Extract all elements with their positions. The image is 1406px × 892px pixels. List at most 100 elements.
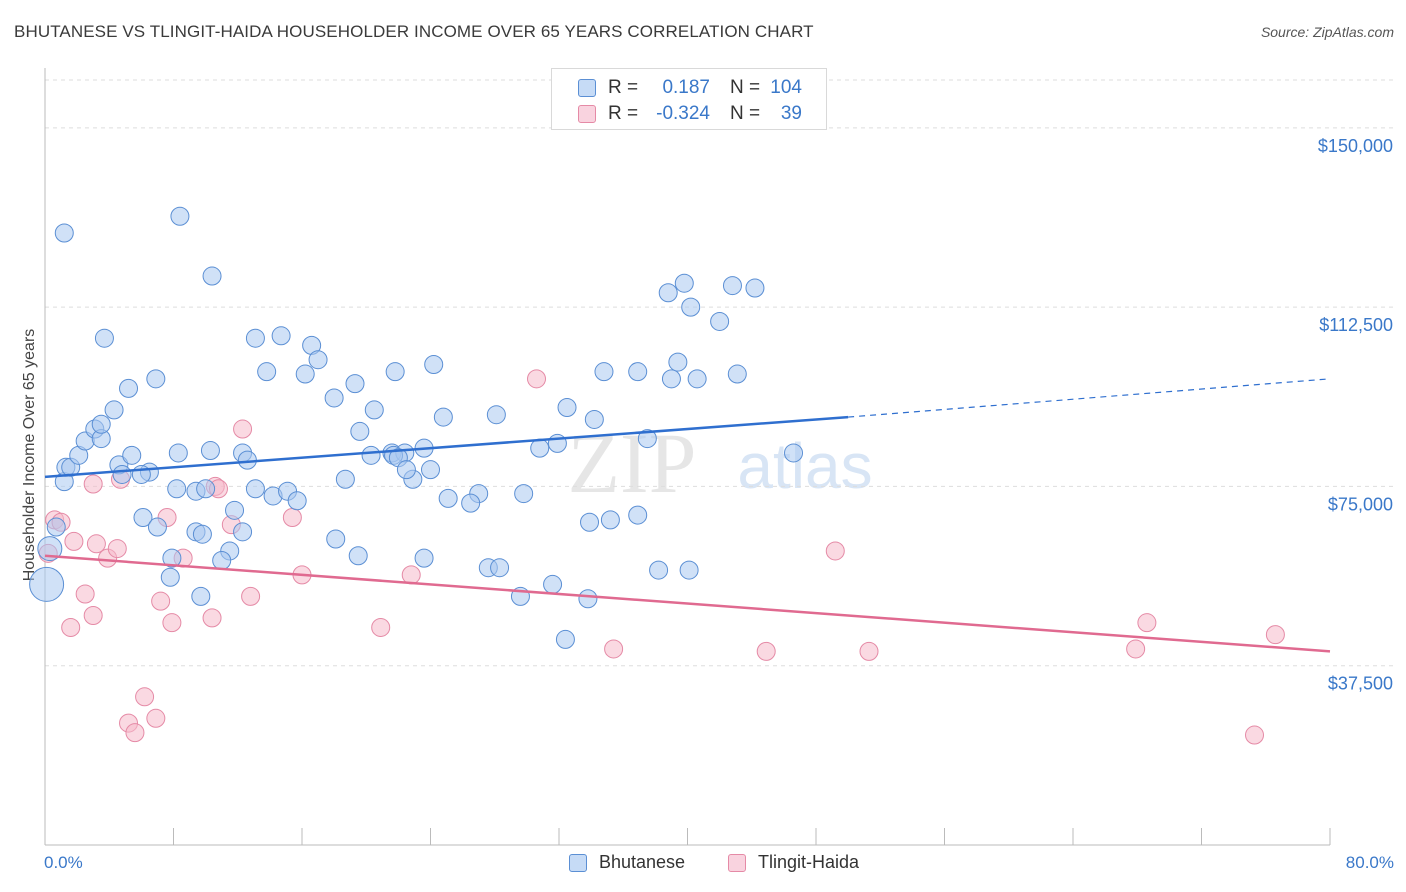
legend-swatch-tlingit-haida (728, 854, 746, 872)
bhutanese-point (580, 512, 600, 532)
bhutanese-point (514, 484, 534, 504)
bhutanese-point (94, 328, 114, 348)
bhutanese-point (727, 364, 747, 384)
bhutanese-point (212, 551, 232, 571)
bhutanese-point (530, 438, 550, 458)
bhutanese-point (637, 429, 657, 449)
bhutanese-point (46, 517, 66, 537)
tlingit-haida-point (86, 534, 106, 554)
tlingit-haida-point (107, 539, 127, 559)
tlingit-haida-point (162, 613, 182, 633)
legend-swatch-blue (578, 79, 596, 97)
bhutanese-point (661, 369, 681, 389)
bhutanese-point (160, 567, 180, 587)
x-tick-label-min: 0.0% (44, 853, 83, 872)
source-label: Source: ZipAtlas.com (1260, 24, 1394, 40)
bhutanese-point (287, 491, 307, 511)
bhutanese-point (37, 536, 63, 562)
tlingit-haida-point (64, 531, 84, 551)
y-tick-label: $112,500 (1319, 315, 1393, 335)
tlingit-haida-point (371, 617, 391, 637)
bhutanese-point (191, 586, 211, 606)
tlingit-haida-trend-line (44, 554, 1331, 653)
bhutanese-trend-line (44, 415, 849, 479)
tlingit-haida-point (151, 591, 171, 611)
bhutanese-point (628, 505, 648, 525)
bhutanese-point (112, 464, 132, 484)
bhutanese-point (91, 414, 111, 434)
bhutanese-point (119, 378, 139, 398)
bhutanese-point (628, 362, 648, 382)
legend-swatch-bhutanese (569, 854, 587, 872)
tlingit-haida-point (125, 723, 145, 743)
bhutanese-point (385, 362, 405, 382)
legend-item-tlingit-haida[interactable]: Tlingit-Haida (758, 852, 860, 872)
legend-r-label: R = (608, 103, 639, 124)
tlingit-haida-point (401, 565, 421, 585)
legend-n-label: N = (730, 77, 761, 98)
bhutanese-point (350, 421, 370, 441)
watermark-atlas: atlas (737, 430, 872, 502)
bhutanese-point (557, 398, 577, 418)
bhutanese-point (245, 479, 265, 499)
bhutanese-points (29, 206, 804, 649)
bhutanese-point (245, 328, 265, 348)
bhutanese-point (681, 297, 701, 317)
tlingit-haida-point (61, 617, 81, 637)
bhutanese-point (461, 493, 481, 513)
legend-r-label: R = (608, 77, 639, 98)
x-tick-label-max: 80.0% (1345, 853, 1394, 872)
bhutanese-point (196, 479, 216, 499)
bhutanese-point (233, 522, 253, 542)
bhutanese-point (147, 517, 167, 537)
y-tick-label: $150,000 (1318, 136, 1393, 156)
chart-title: BHUTANESE VS TLINGIT-HAIDA HOUSEHOLDER I… (14, 22, 814, 41)
tlingit-haida-point (527, 369, 547, 389)
bhutanese-point (396, 460, 416, 480)
legend-item-bhutanese[interactable]: Bhutanese (599, 852, 686, 872)
correlation-legend: R = 0.187 N = 104 R = -0.324 N = 39 (551, 68, 827, 130)
trend-lines (44, 378, 1331, 653)
tlingit-haida-point (1137, 613, 1157, 633)
bhutanese-point (348, 546, 368, 566)
bhutanese-point (324, 388, 344, 408)
bhutanese-point (722, 276, 742, 296)
bhutanese-point (668, 352, 688, 372)
bhutanese-point (687, 369, 707, 389)
tlingit-haida-point (604, 639, 624, 659)
tlingit-haida-point (1265, 625, 1285, 645)
y-tick-label: $37,500 (1328, 674, 1393, 694)
bhutanese-point (600, 510, 620, 530)
bhutanese-trend-extension (848, 378, 1331, 418)
bhutanese-point (200, 441, 220, 461)
tlingit-haida-point (146, 708, 166, 728)
bhutanese-point (326, 529, 346, 549)
bhutanese-point (54, 223, 74, 243)
tlingit-haida-point (282, 507, 302, 527)
bhutanese-point (745, 278, 765, 298)
bhutanese-point (364, 400, 384, 420)
bhutanese-point (424, 354, 444, 374)
bhutanese-point (192, 524, 212, 544)
axes (44, 68, 1331, 846)
bhutanese-point (133, 507, 153, 527)
bhutanese-point (168, 443, 188, 463)
legend-n-value: 39 (780, 103, 802, 124)
series-legend: Bhutanese Tlingit-Haida (0, 852, 1406, 876)
legend-swatch-pink (578, 105, 596, 123)
bhutanese-point (674, 273, 694, 293)
bhutanese-point (578, 589, 598, 609)
bhutanese-point (486, 405, 506, 425)
legend-r-value: -0.324 (656, 103, 710, 124)
bhutanese-point (295, 364, 315, 384)
bhutanese-point (104, 400, 124, 420)
bhutanese-point (271, 326, 291, 346)
bhutanese-point (414, 548, 434, 568)
tlingit-haida-point (202, 608, 222, 628)
bhutanese-point (29, 566, 65, 602)
bhutanese-point (543, 574, 563, 594)
bhutanese-point (335, 469, 355, 489)
tlingit-haida-point (83, 474, 103, 494)
tlingit-haida-point (1245, 725, 1265, 745)
bhutanese-point (167, 479, 187, 499)
